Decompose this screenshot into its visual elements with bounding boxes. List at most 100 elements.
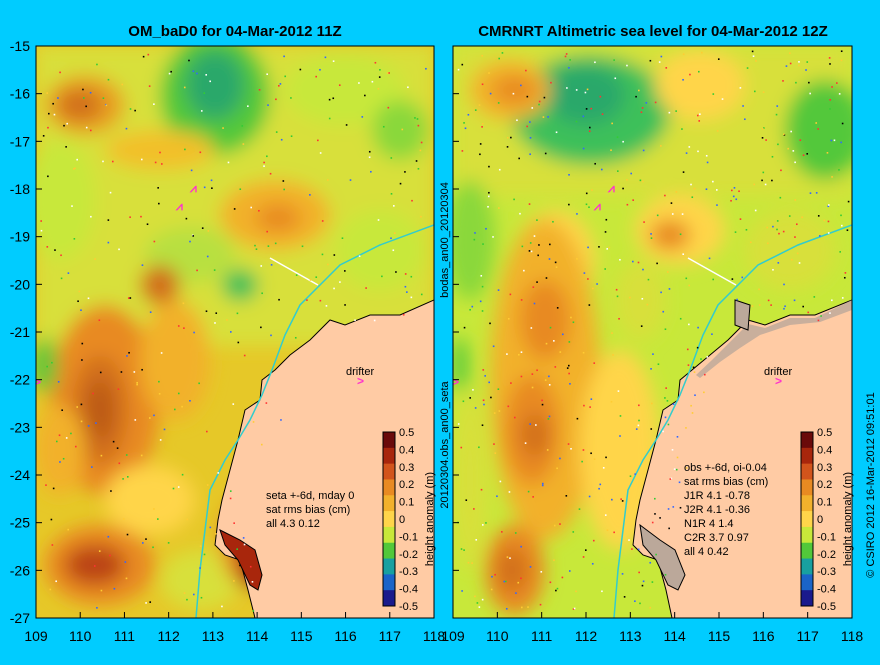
obs-dot	[616, 170, 619, 172]
obs-dot	[203, 186, 206, 189]
colorbar-swatch	[383, 463, 395, 480]
obs-dot	[80, 309, 82, 311]
obs-dot	[518, 157, 520, 160]
obs-dot	[113, 587, 116, 590]
obs-dot	[754, 209, 757, 212]
obs-dot	[40, 220, 42, 222]
obs-dot	[827, 205, 830, 208]
obs-dot	[549, 243, 551, 246]
obs-dot	[687, 364, 690, 366]
obs-dot	[497, 289, 500, 291]
obs-dot	[666, 400, 669, 402]
obs-dot	[206, 484, 209, 486]
colorbar-tick-label: -0.2	[399, 549, 418, 561]
right-panel-title: CMRNRT Altimetric sea level for 04-Mar-2…	[478, 23, 828, 40]
obs-dot	[840, 214, 842, 217]
obs-dot	[559, 351, 562, 353]
obs-dot	[514, 532, 517, 534]
obs-dot	[778, 232, 780, 235]
obs-dot	[118, 462, 121, 465]
colorbar-swatch	[801, 511, 813, 528]
y-tick-label: -24	[10, 467, 30, 483]
obs-dot	[662, 430, 664, 433]
obs-dot	[637, 261, 640, 264]
obs-dot	[148, 85, 151, 87]
obs-dot	[45, 484, 47, 486]
obs-dot	[844, 272, 847, 274]
obs-dot	[55, 440, 58, 443]
colorbar-swatch	[801, 432, 813, 449]
obs-dot	[598, 246, 600, 248]
obs-dot	[586, 88, 589, 91]
obs-dot	[744, 118, 746, 121]
obs-dot	[200, 110, 203, 112]
obs-dot	[260, 265, 263, 267]
obs-dot	[761, 127, 764, 130]
obs-dot	[358, 255, 361, 257]
obs-dot	[712, 180, 714, 183]
obs-dot	[656, 262, 658, 265]
obs-dot	[261, 292, 263, 295]
obs-dot	[82, 97, 85, 99]
obs-dot	[46, 365, 48, 368]
y-tick-label: -20	[10, 276, 30, 292]
obs-dot	[476, 602, 479, 604]
obs-dot	[368, 156, 371, 159]
obs-dot	[507, 405, 510, 408]
obs-dot	[177, 325, 180, 327]
obs-dot	[406, 291, 408, 293]
obs-dot	[145, 602, 147, 604]
obs-dot	[215, 312, 218, 314]
obs-dot	[321, 220, 324, 222]
obs-dot	[463, 122, 465, 124]
side-text-middle-bottom: 20120304.obs_an00_seta	[439, 381, 451, 509]
obs-dot	[317, 139, 319, 142]
obs-dot	[706, 356, 709, 358]
obs-dot	[528, 203, 531, 205]
obs-dot	[153, 508, 155, 510]
obs-dot	[548, 415, 551, 418]
obs-dot	[110, 490, 112, 492]
obs-dot	[482, 369, 485, 371]
obs-dot	[593, 458, 596, 460]
obs-dot	[512, 92, 515, 95]
obs-dot	[67, 272, 70, 274]
obs-dot	[265, 402, 268, 404]
obs-dot	[529, 423, 531, 425]
obs-dot	[96, 607, 98, 609]
obs-dot	[163, 428, 166, 431]
obs-dot	[703, 391, 705, 394]
obs-dot	[210, 179, 213, 182]
obs-dot	[575, 89, 578, 91]
obs-dot	[556, 307, 559, 309]
obs-dot	[481, 424, 484, 427]
colorbar-swatch	[383, 495, 395, 512]
obs-dot	[537, 254, 539, 257]
obs-dot	[345, 124, 348, 126]
colorbar-swatch	[383, 574, 395, 591]
obs-dot	[215, 533, 217, 535]
left-stats-line-2: sat rms bias (cm)	[266, 504, 350, 516]
obs-dot	[640, 111, 643, 114]
obs-dot	[650, 368, 652, 370]
obs-dot	[679, 506, 682, 509]
colorbar-swatch	[801, 479, 813, 496]
obs-dot	[192, 235, 195, 237]
obs-dot	[319, 68, 321, 71]
obs-dot	[675, 191, 678, 193]
obs-dot	[549, 326, 552, 329]
obs-dot	[840, 50, 843, 53]
left-drifter-arrow: >	[357, 374, 364, 388]
obs-dot	[538, 103, 540, 106]
obs-dot	[415, 160, 418, 162]
obs-dot	[664, 194, 666, 197]
obs-dot	[420, 141, 423, 144]
obs-dot	[80, 403, 83, 406]
obs-dot	[829, 99, 832, 101]
obs-dot	[463, 326, 466, 329]
obs-dot	[651, 581, 654, 583]
obs-dot	[481, 54, 483, 57]
obs-dot	[301, 245, 304, 248]
obs-dot	[129, 297, 132, 299]
obs-dot	[637, 424, 640, 427]
